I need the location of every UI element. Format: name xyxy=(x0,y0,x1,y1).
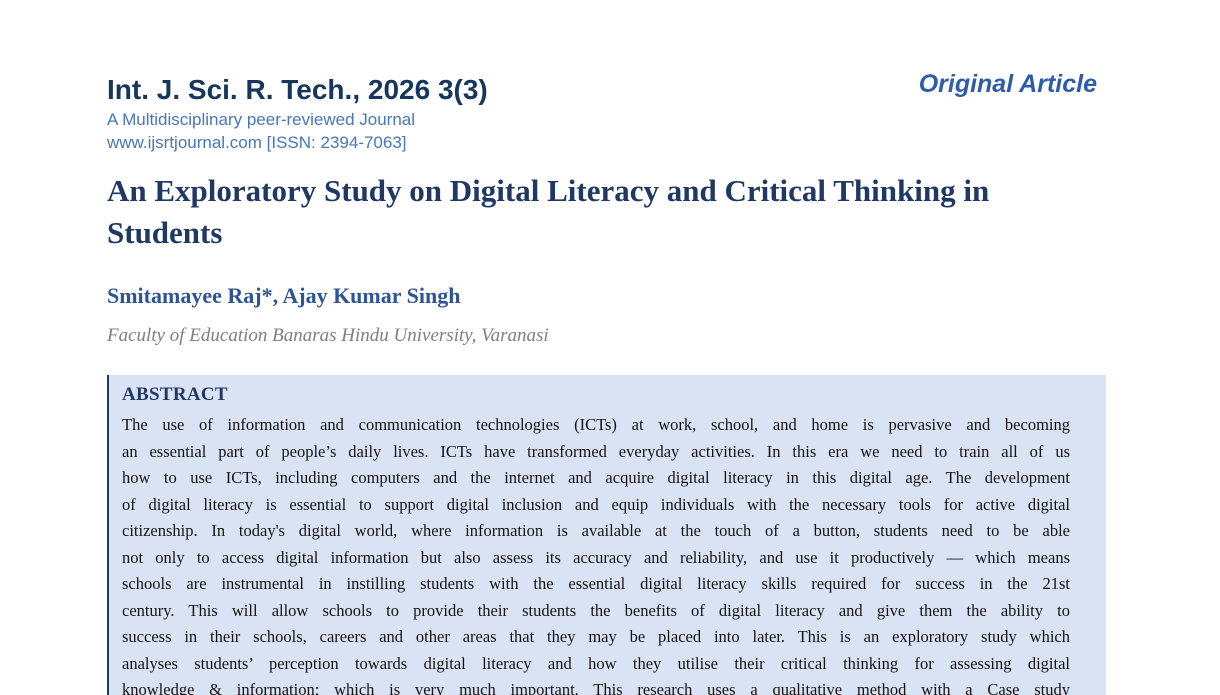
abstract-line: citizenship. In today's digital world, w… xyxy=(122,521,1070,540)
abstract-line: analyses students’ perception towards di… xyxy=(122,653,1070,673)
abstract-line: success in their schools, careers and ot… xyxy=(122,627,1070,646)
abstract-text: The use of information and communication… xyxy=(122,412,1070,695)
journal-title: Int. J. Sci. R. Tech., 2026 3(3) xyxy=(107,74,488,105)
abstract-line: schools are instrumental in instilling s… xyxy=(122,574,1070,593)
journal-header: Int. J. Sci. R. Tech., 2026 3(3) A Multi… xyxy=(107,74,488,154)
journal-website-issn: www.ijsrtjournal.com [ISSN: 2394-7063] xyxy=(107,132,407,152)
article-type-label: Original Article xyxy=(918,70,1097,98)
abstract-line: not only to access digital information b… xyxy=(122,547,1070,567)
abstract-line: how to use ICTs, including computers and… xyxy=(122,468,1070,487)
article-authors: Smitamayee Raj*, Ajay Kumar Singh xyxy=(107,283,461,308)
journal-subtitle: A Multidisciplinary peer-reviewed Journa… xyxy=(107,110,416,129)
abstract-line: knowledge & information; which is very m… xyxy=(122,680,1070,695)
abstract-line: an essential part of people’s daily live… xyxy=(122,441,1070,461)
abstract-line: The use of information and communication… xyxy=(122,415,1070,434)
abstract-box: ABSTRACT The use of information and comm… xyxy=(107,375,1106,695)
abstract-heading: ABSTRACT xyxy=(122,384,228,405)
article-affiliation: Faculty of Education Banaras Hindu Unive… xyxy=(107,325,549,346)
abstract-line: century. This will allow schools to prov… xyxy=(122,600,1070,620)
abstract-line: of digital literacy is essential to supp… xyxy=(122,494,1070,514)
article-title: An Exploratory Study on Digital Literacy… xyxy=(107,173,990,250)
